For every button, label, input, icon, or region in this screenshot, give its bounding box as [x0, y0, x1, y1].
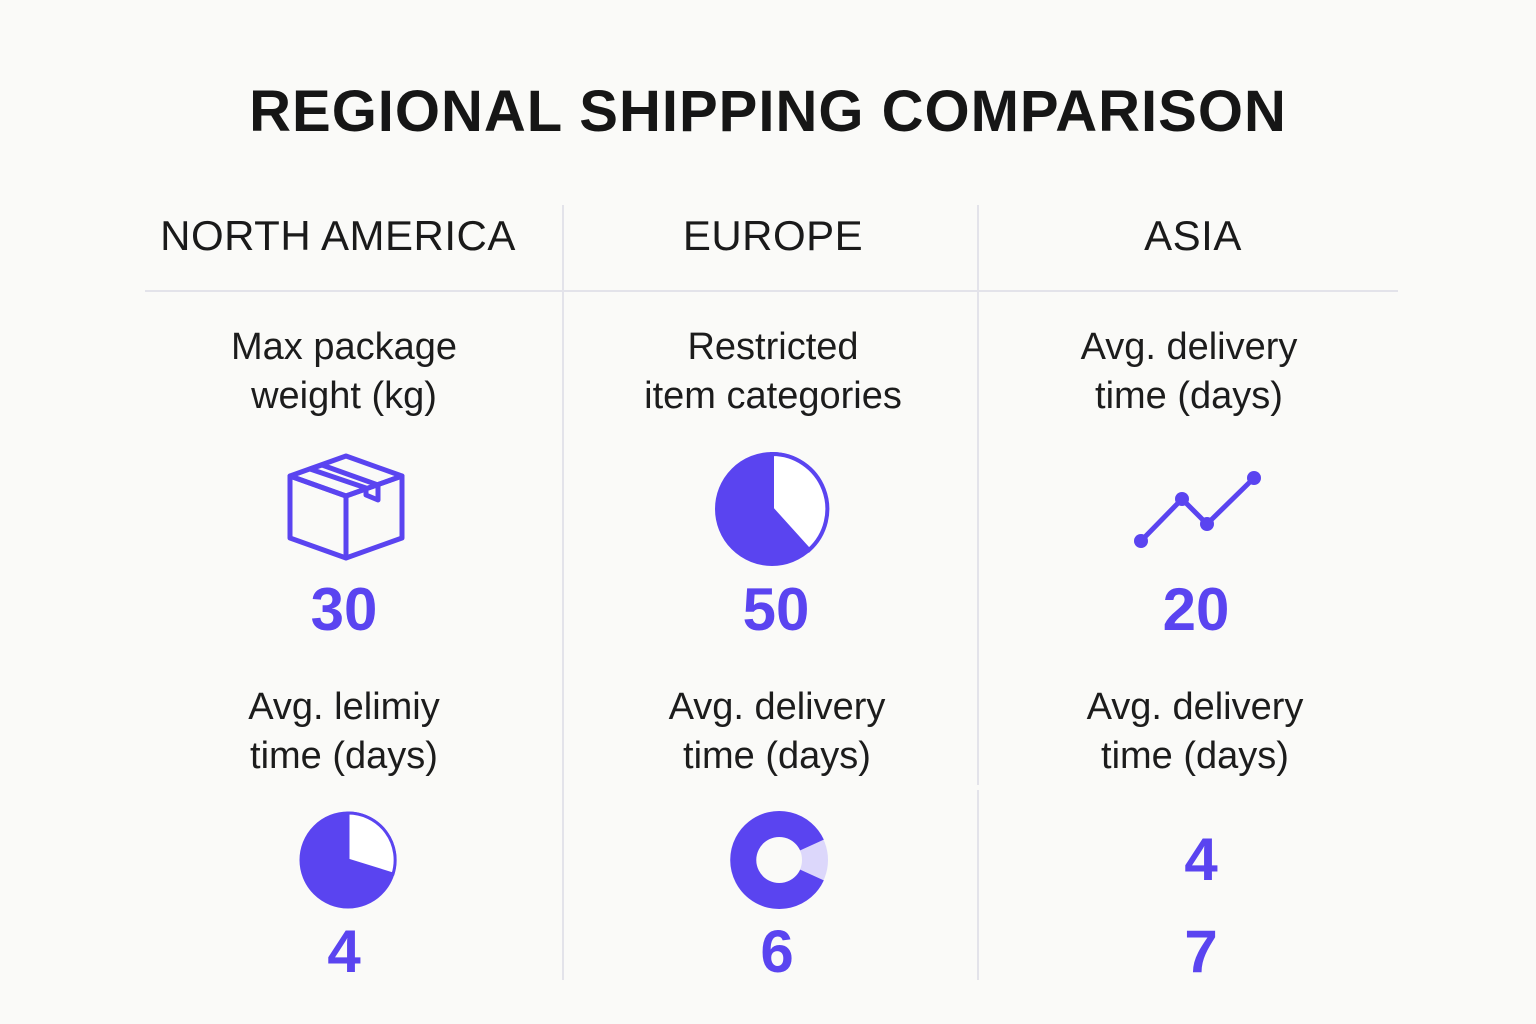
metric-value: 4 — [1184, 826, 1218, 893]
column-divider — [562, 205, 564, 980]
page-title: REGIONAL SHIPPING COMPARISON — [249, 79, 1287, 144]
metric-value: 6 — [760, 918, 794, 985]
metric-value: 4 — [327, 918, 361, 985]
column-header-asia: ASIA — [1144, 212, 1242, 259]
pie-chart-icon — [299, 811, 397, 909]
package-box-icon — [287, 453, 405, 561]
metric-label: Avg. lelimiy time (days) — [248, 686, 440, 777]
metric-label: Avg. delivery time (days) — [1086, 686, 1304, 777]
metric-value: 50 — [742, 576, 810, 643]
metric-value: 20 — [1162, 576, 1230, 643]
metric-value: 30 — [310, 576, 378, 643]
column-divider — [977, 205, 979, 785]
metric-label: Avg. delivery time (days) — [668, 686, 886, 777]
line-chart-icon — [1134, 471, 1261, 548]
column-divider — [977, 790, 979, 980]
metric-label: Restricted item categories — [644, 326, 902, 417]
header-divider — [145, 290, 1398, 292]
metric-value-secondary: 7 — [1184, 918, 1218, 985]
metric-label: Avg. delivery time (days) — [1080, 326, 1298, 417]
donut-chart-icon — [730, 811, 828, 909]
column-header-europe: EUROPE — [682, 212, 864, 259]
pie-chart-icon — [715, 451, 830, 566]
column-header-north-america: NORTH AMERICA — [160, 212, 516, 259]
metric-label: Max package weight (kg) — [230, 326, 457, 417]
